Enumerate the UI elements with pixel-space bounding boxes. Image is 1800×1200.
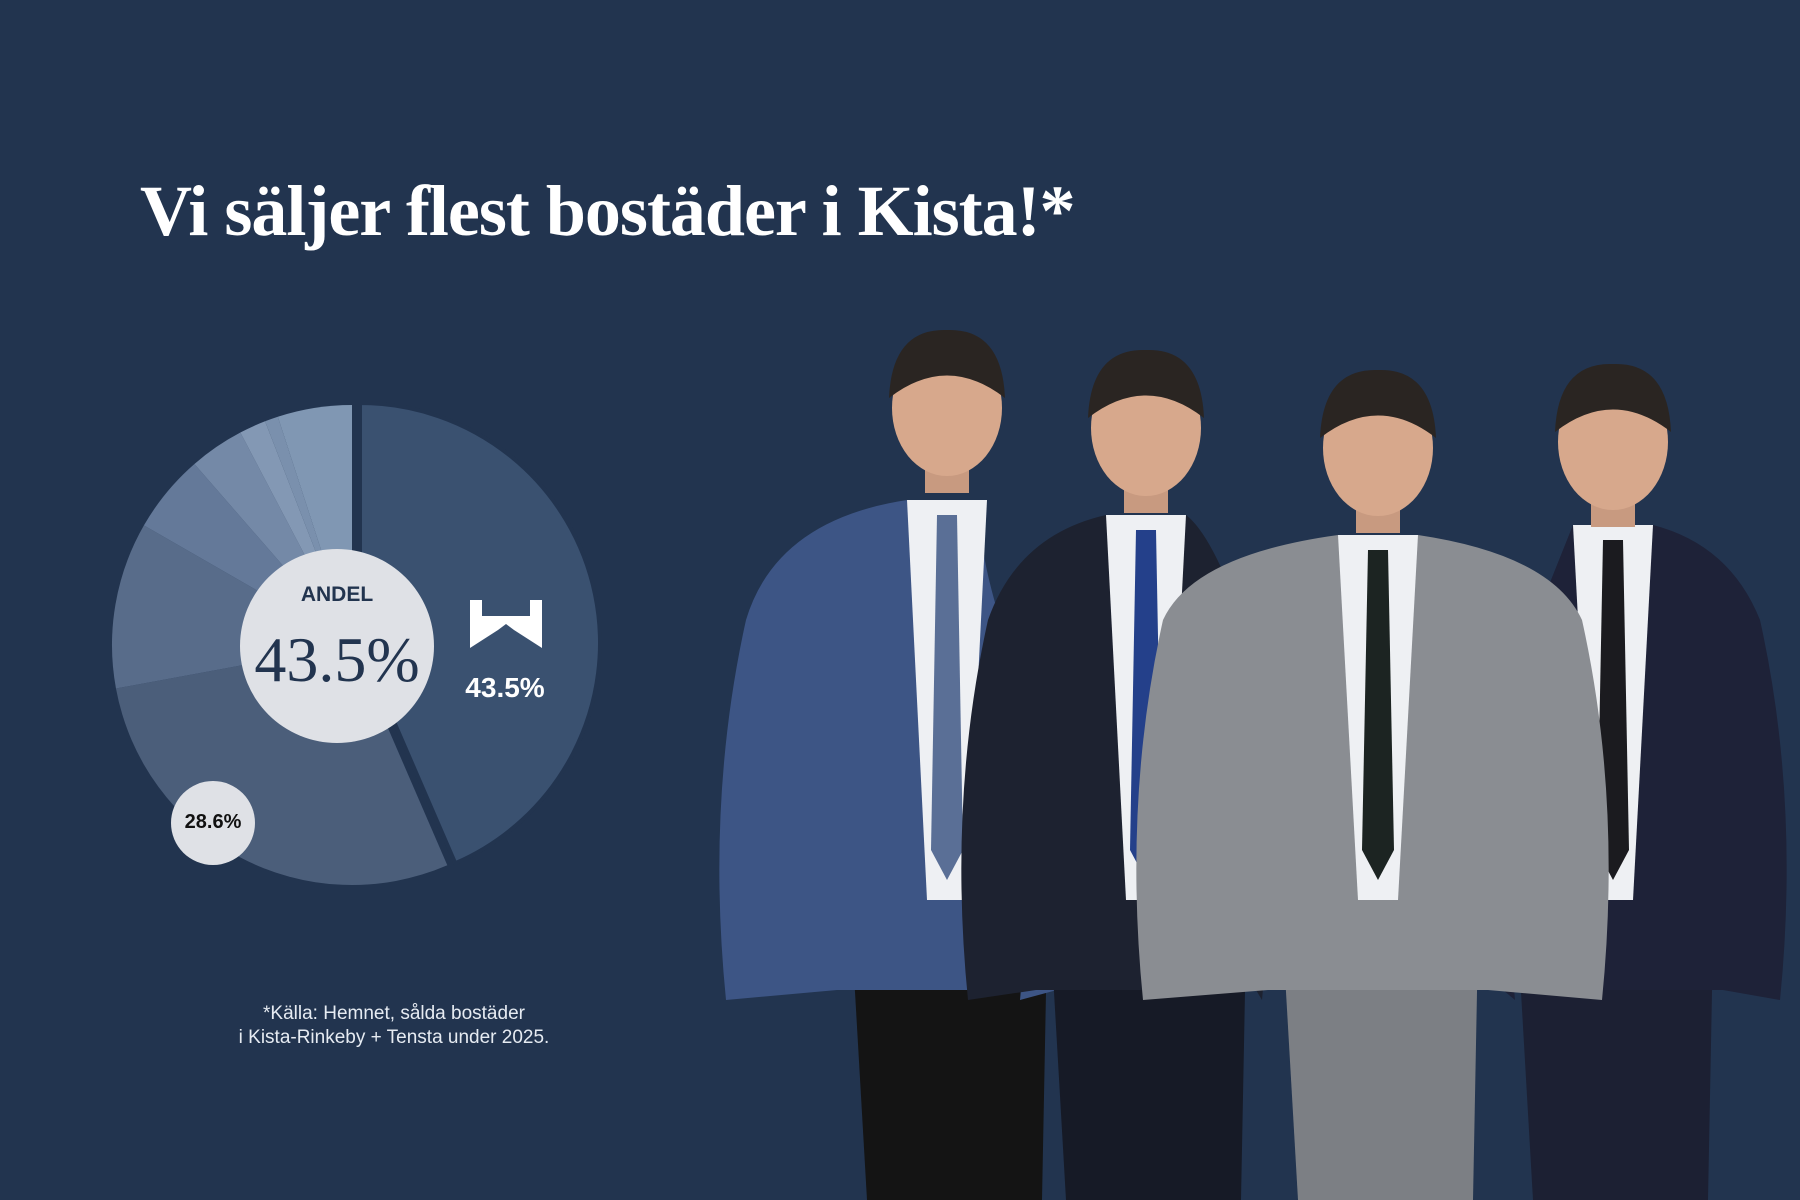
team-member-4: [1136, 369, 1609, 1200]
footnote-line-1: *Källa: Hemnet, sålda bostäder: [263, 1003, 525, 1024]
slice-label-highlight: 43.5%: [465, 672, 545, 703]
slice-label-second: 28.6%: [184, 811, 242, 833]
source-footnote: *Källa: Hemnet, sålda bostäder i Kista-R…: [194, 1002, 594, 1050]
center-label: ANDEL: [300, 583, 374, 606]
slice-label-bubble: [171, 781, 255, 865]
footnote-line-2: i Kista-Rinkeby + Tensta under 2025.: [238, 1027, 550, 1048]
team-member-1: [719, 329, 1057, 1200]
page-title: Vi säljer flest bostäder i Kista!*: [140, 171, 1076, 251]
donut-center: [240, 549, 434, 743]
company-logo-icon: [470, 600, 542, 648]
center-value: 43.5%: [254, 624, 420, 695]
